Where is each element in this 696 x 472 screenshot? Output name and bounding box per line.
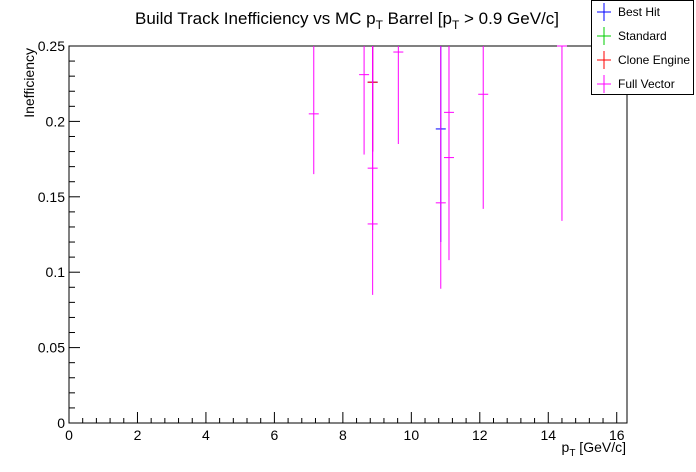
x-tick-label: 2 — [134, 427, 142, 443]
x-tick-label: 16 — [609, 427, 625, 443]
y-tick-label: 0.1 — [46, 264, 66, 280]
legend-item-full-vector: Full Vector — [592, 73, 693, 95]
legend-item-best-hit: Best Hit — [592, 1, 693, 23]
y-tick-label: 0.2 — [46, 113, 66, 129]
x-tick-label: 12 — [472, 427, 488, 443]
data-point-full-vector — [359, 46, 370, 155]
legend: Best Hit Standard Clone Engine Full Vect… — [591, 0, 694, 95]
x-tick-label: 0 — [65, 427, 73, 443]
y-tick-label: 0 — [57, 415, 65, 431]
legend-label-clone-engine: Clone Engine — [618, 53, 691, 67]
y-tick-label: 0.25 — [38, 38, 65, 54]
data-marks — [308, 45, 567, 295]
data-point-full-vector — [367, 46, 378, 295]
legend-item-clone-engine: Clone Engine — [592, 49, 693, 71]
legend-label-standard: Standard — [618, 29, 667, 43]
legend-marker-standard — [597, 27, 611, 45]
x-tick-label: 14 — [540, 427, 556, 443]
x-tick-label: 6 — [271, 427, 279, 443]
x-tick-label: 10 — [404, 427, 420, 443]
data-point-full-vector — [556, 45, 567, 221]
x-axis-label: pT [GeV/c] — [562, 439, 626, 459]
data-point-full-vector — [435, 46, 446, 289]
legend-label-best-hit: Best Hit — [618, 5, 661, 19]
y-axis-label: Inefficiency — [21, 48, 37, 118]
x-tick-label: 8 — [339, 427, 347, 443]
y-tick-label: 0.05 — [38, 340, 65, 356]
data-point-full-vector — [393, 46, 404, 145]
legend-label-full-vector: Full Vector — [618, 77, 675, 91]
data-point-full-vector — [443, 46, 454, 261]
y-axis: 0 0.05 0.1 0.15 0.2 0.25 — [38, 38, 80, 431]
data-point-full-vector — [308, 46, 319, 175]
x-tick-label: 4 — [202, 427, 210, 443]
legend-marker-best-hit — [597, 3, 611, 21]
legend-item-standard: Standard — [592, 25, 693, 47]
y-tick-label: 0.15 — [38, 189, 65, 205]
legend-marker-clone-engine — [597, 51, 611, 69]
data-point-full-vector — [478, 46, 489, 209]
legend-marker-full-vector — [597, 75, 611, 93]
x-axis: 0 2 4 6 8 10 12 14 16 — [65, 412, 625, 443]
chart-title: Build Track Inefficiency vs MC pT Barrel… — [135, 9, 559, 32]
plot-frame — [68, 45, 628, 424]
